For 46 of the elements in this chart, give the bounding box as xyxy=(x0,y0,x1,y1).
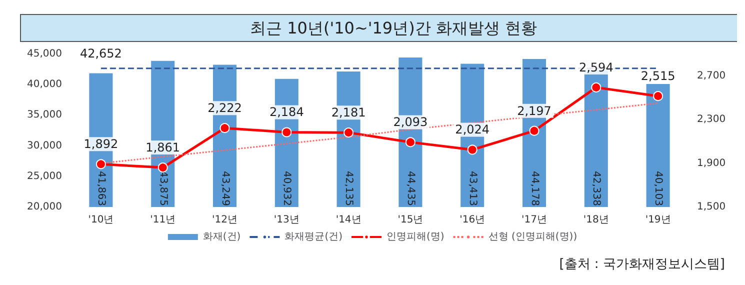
data-label: 43,249 xyxy=(219,171,230,206)
y2-tick-label: 1,900 xyxy=(697,158,726,169)
y-tick-label: 40,000 xyxy=(27,79,62,90)
legend-label: 인명피해(명) xyxy=(386,232,444,242)
x-tick-label: '11년 xyxy=(150,214,176,226)
data-label: 2,024 xyxy=(455,122,490,137)
y-tick-label: 20,000 xyxy=(27,202,62,212)
text: [출처 : 국가화재정보시스템] xyxy=(559,257,726,272)
data-label: 40,103 xyxy=(652,171,664,206)
data-label: 1,861 xyxy=(146,140,180,155)
y-tick-label: 30,000 xyxy=(27,140,62,152)
x-tick-label: '13년 xyxy=(274,214,300,226)
data-label: 41,863 xyxy=(95,171,106,206)
x-tick-label: '18년 xyxy=(583,214,609,226)
legend-label: 선형 (인명피해(명)) xyxy=(488,232,578,242)
data-label: 2,222 xyxy=(208,101,242,116)
y2-tick-label: 2,300 xyxy=(697,114,726,126)
x-tick-label: '19년 xyxy=(645,214,671,226)
data-label: 2,093 xyxy=(393,115,428,130)
x-tick-label: '15년 xyxy=(398,214,424,226)
data-label: 42,135 xyxy=(343,171,354,206)
data-label: 2,181 xyxy=(331,106,366,120)
y2-tick-label: 2,700 xyxy=(697,70,726,82)
data-label: 1,892 xyxy=(84,137,118,152)
x-tick-label: '14년 xyxy=(336,214,362,226)
y-tick-label: 35,000 xyxy=(27,110,62,121)
data-label: 2,184 xyxy=(269,105,304,120)
x-tick-label: '17년 xyxy=(522,214,547,226)
legend-label: 화재(건) xyxy=(202,232,241,242)
data-label: 42,652 xyxy=(80,46,122,60)
x-tick-label: '16년 xyxy=(460,214,486,226)
data-label: 44,435 xyxy=(404,171,416,206)
x-tick-label: '10년 xyxy=(88,214,114,226)
y2-tick-label: 1,500 xyxy=(697,202,726,212)
data-label: 42,338 xyxy=(590,171,602,206)
chart-title: 최근 10년('10~'19년)간 화재발생 현황 xyxy=(250,18,538,38)
data-label: 43,413 xyxy=(466,171,478,206)
legend-label: 화재평균(건) xyxy=(284,232,343,242)
data-label: 44,178 xyxy=(528,171,540,206)
y-tick-label: 25,000 xyxy=(27,170,62,182)
data-label: 2,197 xyxy=(517,104,552,118)
data-label: 43,875 xyxy=(157,171,168,206)
data-label: 40,932 xyxy=(281,171,292,206)
data-label: 2,515 xyxy=(640,69,676,84)
y-tick-label: 45,000 xyxy=(27,48,62,60)
x-tick-label: '12년 xyxy=(212,214,238,226)
